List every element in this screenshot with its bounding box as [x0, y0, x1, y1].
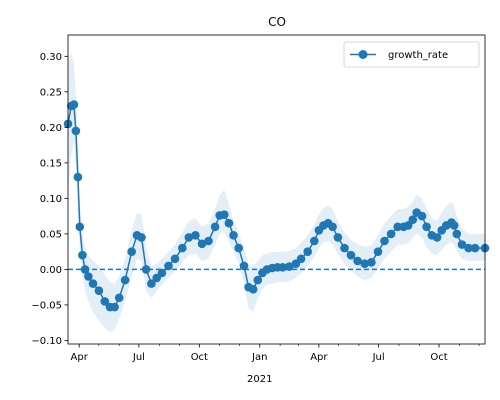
legend-box	[343, 41, 480, 68]
data-point	[84, 272, 93, 281]
data-point	[94, 286, 104, 296]
data-point	[239, 261, 249, 271]
data-point	[333, 233, 343, 242]
y-tick-label: −0.05	[31, 300, 62, 311]
x-tick-label: Apr	[310, 352, 328, 363]
x-axis: Apr Jul Oct Jan Apr Jul Oct	[71, 344, 480, 363]
data-point	[457, 240, 467, 249]
x-tick-label: Oct	[191, 352, 208, 363]
data-point	[147, 279, 156, 288]
data-point	[220, 210, 229, 219]
data-point	[184, 233, 194, 242]
y-tick-label: 0.20	[40, 123, 62, 134]
data-point	[88, 279, 98, 288]
data-point	[248, 285, 258, 294]
data-point	[120, 275, 130, 285]
data-point	[464, 243, 473, 253]
data-point	[328, 222, 337, 232]
data-point	[432, 233, 442, 242]
data-point	[296, 254, 306, 264]
data-point	[340, 243, 349, 253]
data-point	[346, 250, 356, 260]
data-point	[110, 302, 119, 312]
data-point	[470, 243, 480, 253]
data-point	[114, 293, 124, 303]
y-tick-label: 0.05	[40, 229, 62, 240]
y-tick-label: 0.30	[40, 52, 62, 63]
data-point	[449, 221, 459, 230]
data-point	[373, 247, 383, 256]
data-point	[278, 263, 288, 272]
data-point	[393, 222, 403, 232]
data-point	[403, 221, 413, 230]
data-point	[303, 247, 313, 256]
data-point	[71, 126, 81, 136]
confidence-band	[68, 52, 485, 332]
x-tick-label: Jul	[372, 352, 385, 363]
data-point	[253, 275, 263, 285]
y-tick-label: −0.10	[31, 336, 62, 347]
data-point	[417, 211, 427, 221]
data-point	[164, 261, 173, 271]
data-point	[224, 218, 234, 228]
y-tick-label: 0.00	[40, 265, 62, 276]
data-point	[141, 265, 151, 274]
data-point	[310, 236, 319, 246]
x-tick-label: Jan	[251, 352, 267, 363]
data-point	[69, 100, 79, 109]
data-point	[380, 236, 389, 246]
legend-label-growth-rate: growth_rate	[388, 50, 448, 61]
data-point	[210, 222, 220, 232]
chart-title: CO	[268, 15, 286, 29]
x-tick-label: Oct	[430, 352, 447, 363]
x-axis-year-label: 2021	[247, 374, 272, 385]
data-point	[191, 231, 200, 240]
data-point	[353, 256, 362, 266]
legend-marker-sample	[358, 50, 368, 59]
x-tick-label: Jul	[132, 352, 145, 363]
y-tick-label: 0.15	[40, 158, 62, 169]
plot-frame	[67, 34, 486, 345]
x-tick-label: Apr	[71, 352, 89, 363]
data-point	[80, 265, 90, 274]
data-point	[100, 297, 110, 306]
y-tick-label: 0.25	[40, 87, 62, 98]
data-point	[75, 222, 85, 232]
data-point	[408, 215, 418, 224]
data-point	[234, 243, 243, 253]
data-point	[170, 254, 180, 264]
data-point	[204, 236, 213, 246]
data-point	[452, 229, 462, 239]
data-point	[386, 229, 396, 239]
y-axis: −0.10 −0.05 0.00 0.05 0.10 0.15 0.20 0.25 0.30	[31, 52, 68, 347]
data-point	[73, 172, 83, 182]
data-point	[157, 268, 167, 278]
data-point	[229, 231, 238, 240]
data-point	[285, 262, 294, 271]
data-point	[360, 259, 370, 269]
y-tick-label: 0.10	[40, 194, 62, 205]
legend: growth_rate	[343, 41, 480, 68]
data-point	[422, 222, 431, 232]
plot-area	[63, 52, 490, 332]
data-point	[178, 243, 187, 253]
data-point	[137, 233, 146, 242]
data-point	[127, 247, 136, 256]
data-point	[367, 258, 376, 267]
data-point	[197, 239, 207, 249]
data-point	[78, 250, 87, 260]
